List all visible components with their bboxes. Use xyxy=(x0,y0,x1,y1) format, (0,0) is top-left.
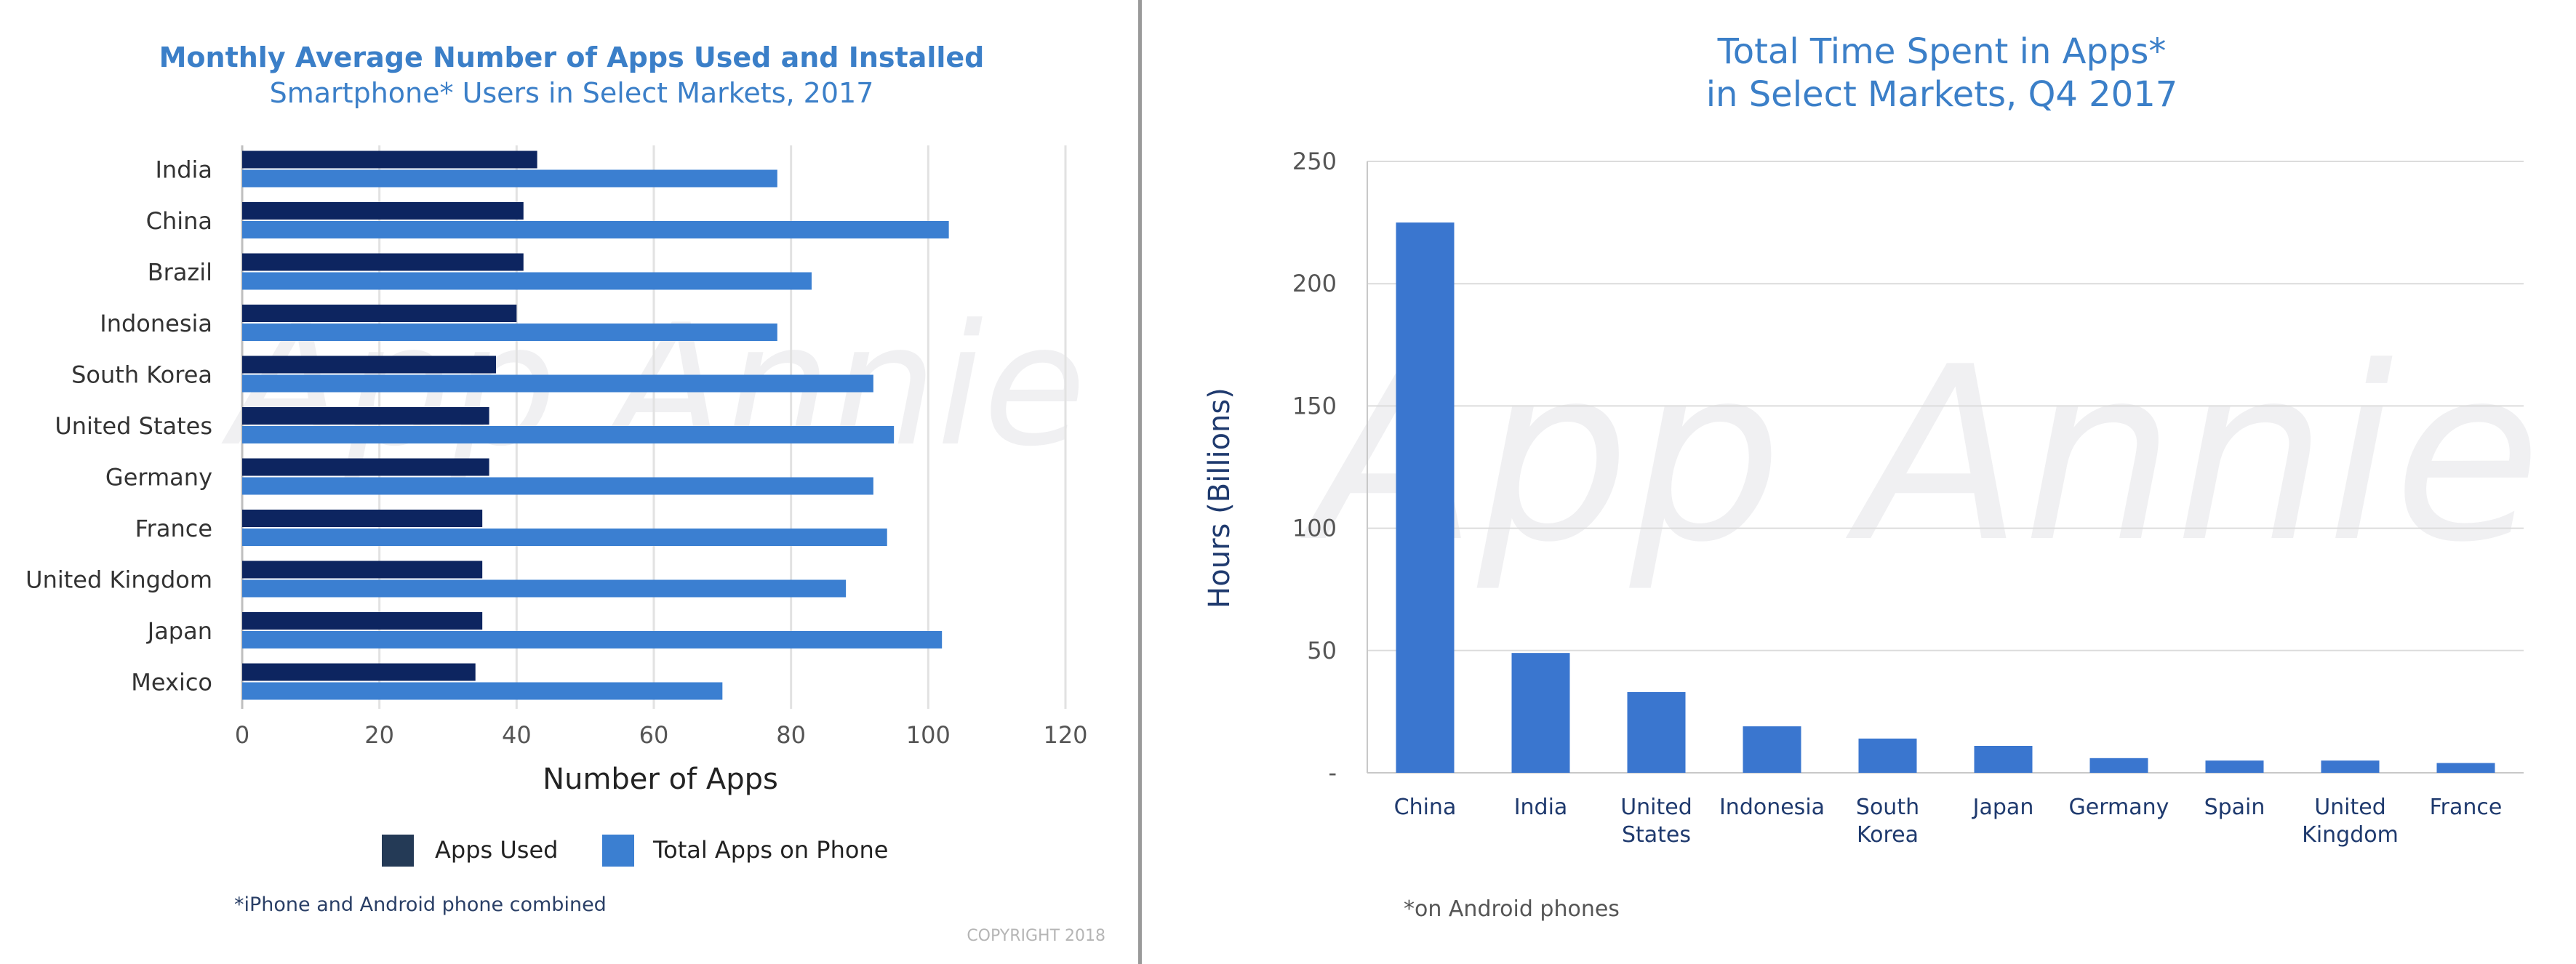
right-bar-china xyxy=(1396,222,1455,774)
right-bar-south-korea xyxy=(1858,738,1917,773)
legend-swatch-total-apps xyxy=(602,835,634,867)
left-category-united-kingdom: United Kingdom xyxy=(25,566,212,594)
left-category-labels: India China Brazil Indonesia South Korea Unit… xyxy=(25,156,212,696)
left-bar-apps-used-brazil xyxy=(242,253,524,271)
left-category-india: India xyxy=(155,156,212,184)
left-bar-apps-used-indonesia xyxy=(242,305,517,322)
left-bar-apps-used-india xyxy=(242,150,537,169)
right-category-indonesia: Indonesia xyxy=(1719,795,1825,820)
left-x-tick-120: 120 xyxy=(1043,721,1087,749)
left-bar-total-apps-on-phone-mexico xyxy=(242,682,723,700)
right-category-spain: Spain xyxy=(2204,795,2265,820)
left-bar-apps-used-south-korea xyxy=(242,356,497,374)
left-legend: Apps Used Total Apps on Phone xyxy=(382,835,888,867)
right-bar-france xyxy=(2436,763,2495,773)
left-bar-total-apps-on-phone-united-states xyxy=(242,426,895,443)
right-chart-subtitle: in Select Markets, Q4 2017 xyxy=(1706,74,2178,115)
left-bar-total-apps-on-phone-indonesia xyxy=(242,324,777,341)
left-bar-apps-used-united-kingdom xyxy=(242,561,483,579)
right-y-tick-zero: - xyxy=(1328,759,1337,787)
left-category-south-korea: South Korea xyxy=(71,361,212,389)
left-bar-total-apps-on-phone-france xyxy=(242,529,887,546)
right-y-tick-200: 200 xyxy=(1292,270,1337,297)
right-bar-indonesia xyxy=(1743,726,1801,773)
right-category-japan: Japan xyxy=(1972,795,2034,820)
copyright-text: COPYRIGHT 2018 xyxy=(967,927,1105,945)
left-bar-apps-used-japan xyxy=(242,612,483,630)
left-bar-total-apps-on-phone-brazil xyxy=(242,272,812,290)
right-category-united-kingdom: United Kingdom xyxy=(2302,795,2399,848)
left-x-tick-20: 20 xyxy=(364,721,394,749)
left-category-japan: Japan xyxy=(146,617,212,645)
left-chart-panel: App Annie Monthly Average Number of Apps… xyxy=(25,41,1105,945)
left-bar-apps-used-china xyxy=(242,202,524,220)
right-bar-united-kingdom xyxy=(2321,760,2380,773)
right-category-germany: Germany xyxy=(2069,795,2169,820)
left-bars xyxy=(242,150,949,700)
left-chart-subtitle: Smartphone* Users in Select Markets, 201… xyxy=(270,77,874,109)
right-y-tick-150: 150 xyxy=(1292,392,1337,419)
left-bar-total-apps-on-phone-japan xyxy=(242,631,943,648)
left-bar-total-apps-on-phone-germany xyxy=(242,477,873,495)
legend-label-total-apps: Total Apps on Phone xyxy=(652,836,888,864)
left-bar-apps-used-france xyxy=(242,510,483,527)
left-footnote: *iPhone and Android phone combined xyxy=(234,893,607,916)
right-y-tick-250: 250 xyxy=(1292,148,1337,175)
right-y-tick-labels: - 50 100 150 200 250 xyxy=(1292,148,1337,787)
left-bar-apps-used-mexico xyxy=(242,663,476,681)
panel-divider xyxy=(1138,0,1142,964)
right-category-france: France xyxy=(2430,795,2503,820)
left-category-china: China xyxy=(146,207,212,235)
legend-label-apps-used: Apps Used xyxy=(435,836,558,864)
left-category-france: France xyxy=(135,515,212,542)
left-x-tick-100: 100 xyxy=(906,721,951,749)
left-category-united-states: United States xyxy=(55,412,212,440)
left-bar-apps-used-united-states xyxy=(242,407,489,425)
left-x-tick-40: 40 xyxy=(502,721,532,749)
right-category-united-states: United States xyxy=(1620,795,1692,848)
left-bar-apps-used-germany xyxy=(242,458,489,476)
left-bar-total-apps-on-phone-china xyxy=(242,221,949,238)
right-bar-united-states xyxy=(1627,691,1686,773)
left-x-tick-60: 60 xyxy=(639,721,669,749)
right-y-axis-label: Hours (Billions) xyxy=(1203,387,1236,608)
right-bar-japan xyxy=(1974,745,2033,773)
watermark-right: App Annie xyxy=(1298,316,2541,595)
right-chart-title: Total Time Spent in Apps* xyxy=(1717,31,2167,72)
left-category-brazil: Brazil xyxy=(148,259,212,286)
right-category-south-korea: South Korea xyxy=(1856,795,1919,848)
right-category-labels: China India United States Indonesia South Kore… xyxy=(1394,795,2503,848)
left-x-axis-label: Number of Apps xyxy=(543,763,778,796)
left-category-mexico: Mexico xyxy=(131,669,212,696)
left-x-tick-0: 0 xyxy=(235,721,249,749)
left-category-indonesia: Indonesia xyxy=(100,310,212,337)
right-y-tick-50: 50 xyxy=(1307,637,1337,664)
left-category-germany: Germany xyxy=(105,464,212,491)
left-chart-title: Monthly Average Number of Apps Used and … xyxy=(159,41,985,73)
left-bar-total-apps-on-phone-south-korea xyxy=(242,374,873,393)
right-y-tick-100: 100 xyxy=(1292,515,1337,542)
right-bar-spain xyxy=(2205,760,2264,773)
left-x-tick-80: 80 xyxy=(776,721,806,749)
left-bar-total-apps-on-phone-united-kingdom xyxy=(242,579,847,598)
left-bar-total-apps-on-phone-india xyxy=(242,169,777,188)
right-bar-germany xyxy=(2089,758,2148,773)
right-chart-panel: App Annie Total Time Spent in Apps* in S… xyxy=(1203,31,2541,922)
right-bar-india xyxy=(1511,653,1570,773)
right-category-china: China xyxy=(1394,795,1457,820)
legend-swatch-apps-used xyxy=(382,835,414,867)
right-footnote: *on Android phones xyxy=(1404,896,1620,922)
right-category-india: India xyxy=(1514,795,1568,820)
right-bars xyxy=(1396,222,2495,774)
left-x-tick-labels: 0 20 40 60 80 100 120 xyxy=(235,721,1088,749)
